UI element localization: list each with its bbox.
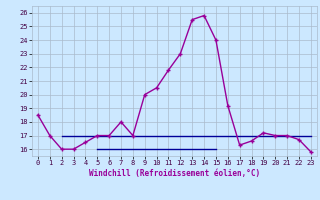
X-axis label: Windchill (Refroidissement éolien,°C): Windchill (Refroidissement éolien,°C): [89, 169, 260, 178]
